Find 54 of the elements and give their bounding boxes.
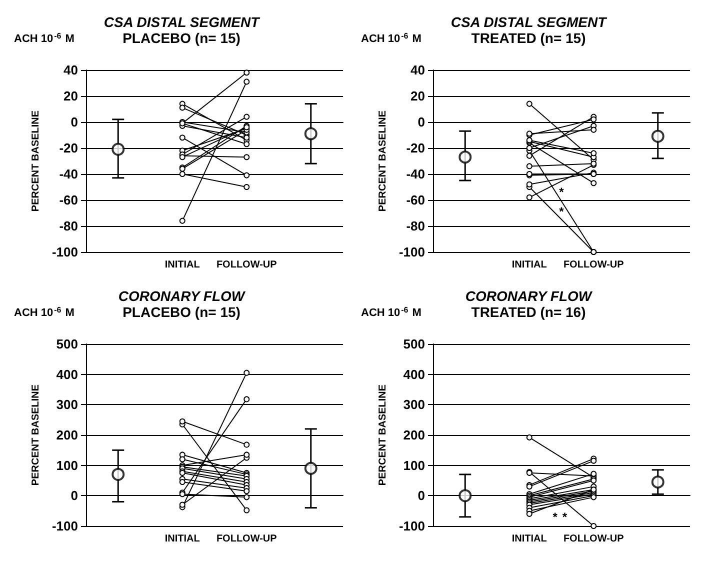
y-tick-label: -40 — [59, 166, 78, 182]
y-tick-label: 500 — [403, 336, 425, 352]
y-tick-label: 20 — [410, 88, 425, 104]
chart-title: CORONARY FLOW — [118, 288, 246, 304]
y-tick-label: -100 — [52, 518, 78, 534]
y-tick-label: 0 — [418, 488, 425, 504]
y-tick-label: 100 — [56, 458, 78, 473]
y-tick-label: 400 — [56, 366, 78, 382]
y-tick-label: 500 — [56, 336, 78, 352]
y-tick-label: 0 — [70, 114, 78, 130]
chart-title: CSA DISTAL SEGMENT — [104, 14, 261, 30]
y-tick-label: -60 — [59, 192, 78, 208]
y-tick-label: -40 — [406, 166, 425, 182]
x-tick-label: FOLLOW-UP — [216, 260, 278, 270]
y-tick-label: -80 — [59, 218, 78, 234]
y-tick-label: 300 — [56, 397, 78, 412]
y-axis-title: PERCENT BASELINE — [30, 384, 42, 486]
y-tick-label: 40 — [64, 62, 78, 78]
y-tick-label: 0 — [418, 114, 425, 130]
x-tick-label: INITIAL — [164, 260, 200, 270]
annotation: * — [552, 510, 558, 524]
chart-title: CSA DISTAL SEGMENT — [450, 14, 608, 30]
y-tick-label: -100 — [398, 518, 425, 534]
x-tick-label: INITIAL — [164, 534, 200, 544]
x-tick-label: FOLLOW-UP — [216, 534, 278, 544]
y-tick-label: 300 — [403, 397, 425, 412]
chart-subtitle: TREATED (n= 15) — [471, 30, 586, 46]
chart-subtitle: TREATED (n= 16) — [471, 304, 586, 320]
annotation: * — [559, 204, 564, 219]
x-tick-label: FOLLOW-UP — [563, 260, 624, 270]
y-tick-label: 0 — [70, 488, 78, 504]
chart-subtitle: PLACEBO (n= 15) — [122, 304, 240, 320]
y-tick-label: -20 — [406, 140, 425, 156]
x-tick-label: INITIAL — [512, 260, 547, 270]
y-tick-label: 200 — [403, 428, 425, 442]
y-tick-label: -100 — [398, 244, 425, 260]
y-axis-title: PERCENT BASELINE — [378, 384, 389, 486]
y-tick-label: 200 — [56, 428, 78, 442]
y-tick-label: 40 — [410, 62, 425, 78]
y-tick-label: 400 — [403, 366, 425, 382]
y-axis-title: PERCENT BASELINE — [378, 110, 389, 212]
annotation: * — [559, 185, 564, 200]
y-tick-label: 20 — [64, 88, 78, 104]
chart-subtitle: PLACEBO (n= 15) — [122, 30, 240, 46]
y-tick-label: -100 — [52, 244, 78, 260]
annotation: * — [562, 510, 568, 524]
y-tick-label: 100 — [403, 458, 425, 473]
x-tick-label: FOLLOW-UP — [563, 534, 624, 544]
y-tick-label: -20 — [59, 140, 78, 156]
x-tick-label: INITIAL — [512, 534, 547, 544]
y-tick-label: -80 — [406, 218, 425, 234]
chart-title: CORONARY FLOW — [465, 288, 594, 304]
y-tick-label: -60 — [406, 192, 425, 208]
y-axis-title: PERCENT BASELINE — [30, 110, 42, 212]
